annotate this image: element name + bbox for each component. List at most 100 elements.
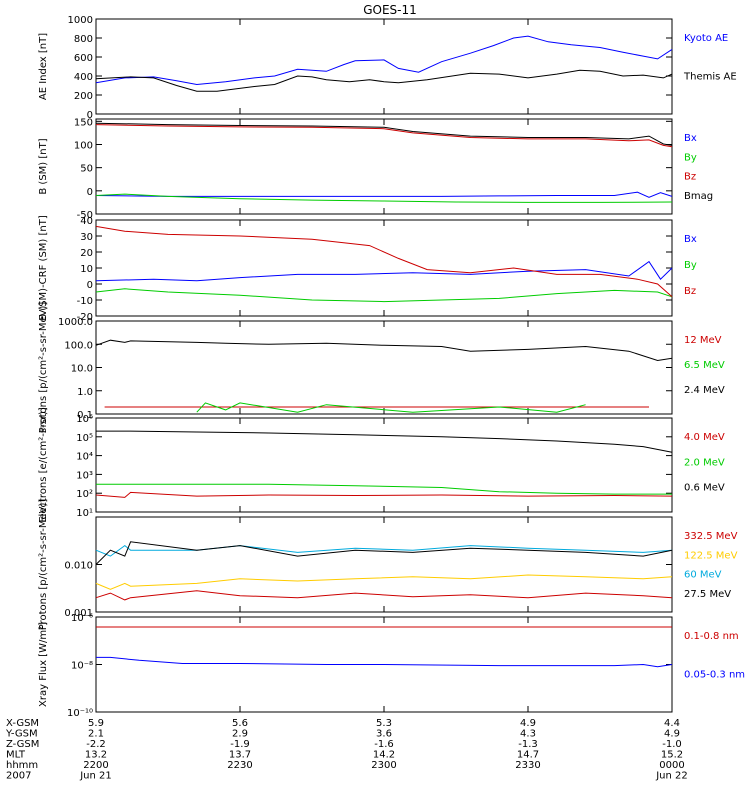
- panel-ae: 0 200 400 600 800 1000 AE Index [nT] Kyoto AE Th…: [38, 15, 737, 121]
- series-line-bsm-2: [95, 124, 673, 148]
- y-tick-label: 10.0: [71, 364, 93, 375]
- panel-frame: [95, 516, 673, 613]
- y-axis-label: Protons [p/(cm²-s-sr-MeV)]: [38, 302, 49, 434]
- legend-label: 2.4 MeV: [684, 385, 725, 396]
- series-line-bcrf-2: [95, 225, 673, 298]
- series-line-bsm-3: [95, 122, 673, 146]
- y-axis-label: Electrons [e/(cm²-s-sr)]: [38, 407, 49, 523]
- chart-title: GOES-11: [363, 3, 417, 17]
- panel-frame: [95, 18, 673, 115]
- y-tick-label: 10⁶: [76, 414, 93, 425]
- x-tick-label: Jun 21: [79, 771, 112, 782]
- x-tick-label: Jun 22: [655, 771, 688, 782]
- x-tick-label: 4.3: [520, 729, 536, 740]
- series-line-bsm-0: [95, 191, 673, 198]
- y-axis-label: Xray Flux [W/m²]: [38, 622, 49, 707]
- series-line-protons_high-3: [95, 541, 673, 565]
- y-tick-label: 10⁴: [76, 452, 93, 463]
- series-line-bsm-1: [95, 193, 673, 203]
- y-tick-label: 1000.0: [58, 317, 93, 328]
- series-line-electrons-0: [95, 491, 673, 498]
- legend-label: 6.5 MeV: [684, 360, 725, 371]
- series-line-ae-0: [95, 35, 673, 86]
- y-axis-label: AE Index [nT]: [38, 33, 49, 100]
- x-tick-label: 5.9: [88, 718, 104, 729]
- series-line-electrons-1: [96, 483, 672, 495]
- legend-label: Themis AE: [683, 72, 737, 83]
- x-row-label: 2007: [6, 771, 31, 782]
- y-tick-label: 1000: [68, 15, 93, 26]
- legend-label: 4.0 MeV: [684, 432, 725, 443]
- y-tick-label: 0: [87, 187, 93, 198]
- x-tick-label: 15.2: [661, 750, 683, 761]
- panel-frame: [95, 320, 673, 415]
- series-line-electrons-2: [96, 430, 673, 453]
- legend-label: Bx: [684, 234, 697, 245]
- x-tick-label: 5.6: [232, 718, 248, 729]
- y-tick-label: 1.0: [77, 387, 93, 398]
- y-tick-label: 10⁵: [76, 433, 93, 444]
- panel-protons_high: 0.001 0.010 Protons [p/(cm²-s-sr-MeV)] 332.…: [38, 499, 738, 631]
- series-line-bcrf-0: [95, 260, 673, 282]
- series-line-protons_high-2: [95, 544, 673, 557]
- legend-label: By: [684, 260, 697, 271]
- x-tick-label: 3.6: [376, 729, 392, 740]
- y-tick-label: -20: [77, 312, 93, 323]
- y-axis-label: B (SM) [nT]: [38, 138, 49, 194]
- legend-label: 27.5 MeV: [684, 589, 731, 600]
- x-tick-label: -1.0: [662, 739, 682, 750]
- y-tick-label: 100: [74, 140, 93, 151]
- series-line-protons_high-1: [95, 574, 673, 590]
- y-tick-label: 0.010: [64, 561, 93, 572]
- x-tick-label: 14.2: [373, 750, 395, 761]
- y-tick-label: 30: [80, 232, 93, 243]
- y-axis-label: Protons [p/(cm²-s-sr-MeV)]: [38, 499, 49, 631]
- x-row-label: MLT: [6, 750, 26, 761]
- panel-xray: 10⁻¹⁰ 10⁻⁸ 10⁻⁶ Xray Flux [W/m²] 0.1-0.8 nm 0…: [38, 613, 745, 719]
- x-tick-label: 2.9: [232, 729, 248, 740]
- x-tick-label: 2230: [227, 760, 252, 771]
- legend-label: Bz: [684, 172, 696, 183]
- y-tick-label: -10: [77, 296, 93, 307]
- y-tick-label: 400: [74, 72, 93, 83]
- x-tick-label: -1.9: [230, 739, 250, 750]
- y-tick-label: 50: [80, 164, 93, 175]
- y-tick-label: 10²: [76, 489, 93, 500]
- y-tick-label: 10: [80, 264, 93, 275]
- series-line-bcrf-1: [95, 288, 673, 303]
- x-row-label: Z-GSM: [6, 739, 39, 750]
- series-line-protons_low-2: [95, 339, 673, 362]
- y-tick-label: 0.001: [64, 608, 93, 619]
- x-tick-label: 14.7: [517, 750, 539, 761]
- y-tick-label: 10⁻¹⁰: [67, 708, 93, 719]
- y-tick-label: 600: [74, 53, 93, 64]
- y-tick-label: 0.1: [77, 410, 93, 421]
- y-tick-label: 100.0: [64, 340, 93, 351]
- legend-label: 332.5 MeV: [684, 531, 738, 542]
- legend-label: 122.5 MeV: [684, 550, 738, 561]
- panel-protons_low: 0.1 1.0 10.0 100.0 1000.0 Protons [p/(cm²-s-s…: [38, 302, 725, 434]
- y-tick-label: 10⁻⁶: [71, 613, 93, 624]
- legend-label: Kyoto AE: [684, 33, 728, 44]
- y-tick-label: 20: [80, 248, 93, 259]
- x-tick-label: 13.7: [229, 750, 251, 761]
- x-tick-label: -1.6: [374, 739, 394, 750]
- x-row-label: X-GSM: [6, 718, 39, 729]
- x-tick-label: 5.3: [376, 718, 392, 729]
- x-tick-label: 2300: [371, 760, 396, 771]
- x-tick-label: 13.2: [85, 750, 107, 761]
- legend-label: 0.1-0.8 nm: [684, 631, 739, 642]
- panel-electrons: 10¹ 10² 10³ 10⁴ 10⁵ 10⁶ Electrons [e/(cm²-s-sr…: [38, 407, 725, 523]
- x-row-label: hhmm: [6, 760, 38, 771]
- legend-label: 60 MeV: [684, 570, 722, 581]
- legend-label: 0.6 MeV: [684, 483, 725, 494]
- x-tick-label: 2200: [83, 760, 108, 771]
- y-axis-label: B (SM)-CRF (SM) [nT]: [38, 215, 49, 321]
- x-row-label: Y-GSM: [5, 729, 38, 740]
- panel-frame: [95, 118, 673, 215]
- x-tick-label: 4.9: [664, 729, 680, 740]
- legend-label: Bx: [684, 133, 697, 144]
- y-tick-label: 10⁻⁸: [71, 661, 93, 672]
- x-tick-label: 0000: [659, 760, 684, 771]
